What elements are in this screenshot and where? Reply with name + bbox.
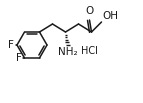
Text: NH₂: NH₂ <box>58 47 77 57</box>
Text: HCl: HCl <box>81 46 97 56</box>
Text: OH: OH <box>103 11 119 21</box>
Text: F: F <box>16 53 21 63</box>
Text: O: O <box>85 6 94 16</box>
Text: F: F <box>8 40 14 50</box>
